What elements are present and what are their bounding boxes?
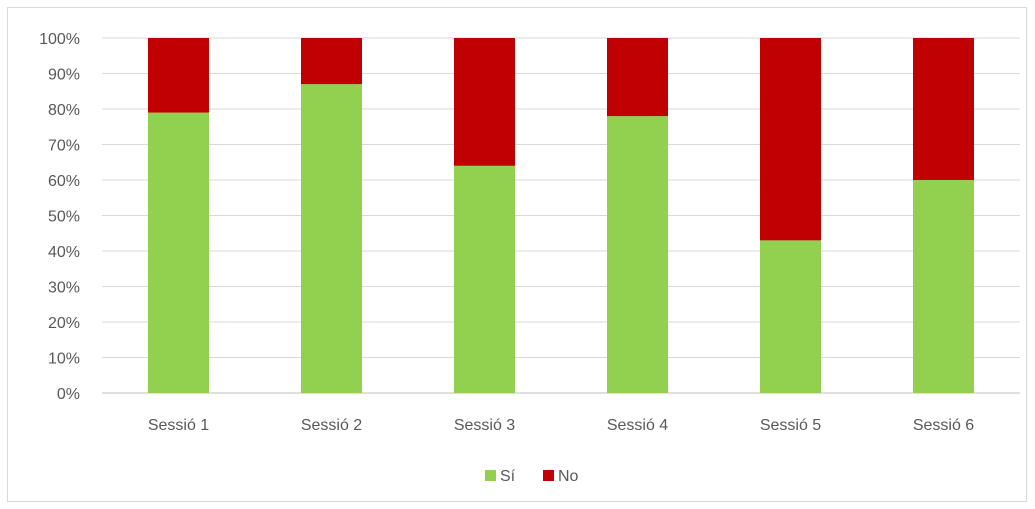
legend-label-no: No xyxy=(558,468,579,485)
y-tick-label: 10% xyxy=(48,351,80,368)
bar-segment-no-4 xyxy=(607,38,668,117)
x-axis-category-labels: Sessió 1 Sessió 2 Sessió 3 Sessió 4 Sessió 5… xyxy=(148,417,974,434)
bar-segment-si-1 xyxy=(148,112,209,394)
x-category-label: Sessió 3 xyxy=(454,417,515,434)
bar-segment-si-4 xyxy=(607,116,668,393)
x-category-label: Sessió 5 xyxy=(760,417,821,434)
bars xyxy=(148,38,974,394)
bar-segment-no-1 xyxy=(148,38,209,113)
legend-label-si: Sí xyxy=(500,468,516,485)
bar-segment-si-6 xyxy=(913,180,974,393)
bar-segment-no-2 xyxy=(301,38,362,85)
y-axis-tick-labels: 0% 10% 20% 30% 40% 50% 60% 70% 80% 90% 100% xyxy=(39,31,80,403)
y-tick-label: 60% xyxy=(48,173,80,190)
bar-segment-no-3 xyxy=(454,38,515,166)
y-tick-label: 70% xyxy=(48,138,80,155)
bar-segment-si-3 xyxy=(454,165,515,393)
y-tick-label: 30% xyxy=(48,280,80,297)
y-tick-label: 100% xyxy=(39,31,80,48)
x-category-label: Sessió 6 xyxy=(913,417,974,434)
bar-segment-no-6 xyxy=(913,38,974,180)
y-tick-label: 40% xyxy=(48,244,80,261)
y-tick-label: 0% xyxy=(57,386,80,403)
bar-segment-si-5 xyxy=(760,240,821,393)
x-category-label: Sessió 1 xyxy=(148,417,209,434)
y-tick-label: 80% xyxy=(48,102,80,119)
legend: Sí No xyxy=(485,468,579,485)
y-tick-label: 50% xyxy=(48,209,80,226)
legend-swatch-si xyxy=(485,470,496,481)
x-category-label: Sessió 2 xyxy=(301,417,362,434)
bar-segment-si-2 xyxy=(301,84,362,394)
gridlines xyxy=(102,37,1020,394)
legend-swatch-no xyxy=(543,470,554,481)
x-category-label: Sessió 4 xyxy=(607,417,668,434)
y-tick-label: 20% xyxy=(48,315,80,332)
y-tick-label: 90% xyxy=(48,67,80,84)
bar-segment-no-5 xyxy=(760,38,821,241)
